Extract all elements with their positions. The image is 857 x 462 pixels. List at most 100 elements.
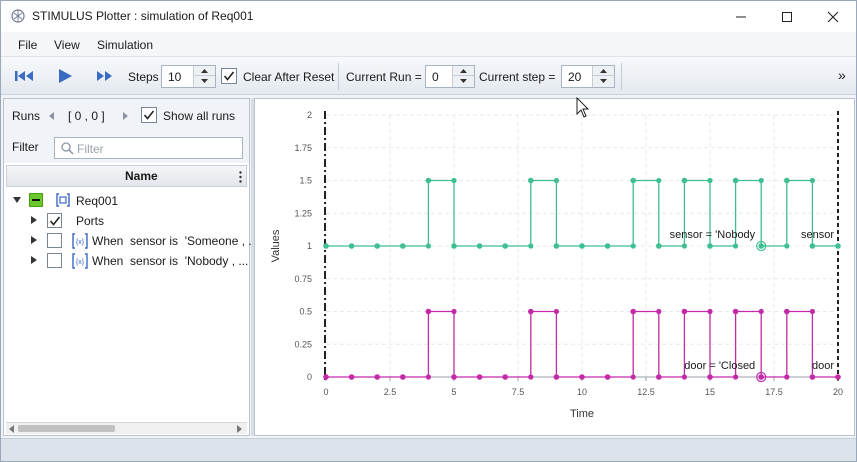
- current-run-value[interactable]: 0: [432, 70, 439, 84]
- current-step-stepper-buttons[interactable]: [592, 66, 614, 87]
- play-icon[interactable]: [57, 68, 73, 84]
- when-nobody-checkbox[interactable]: [47, 253, 62, 268]
- current-step-stepper[interactable]: 20: [561, 65, 615, 88]
- data-point-sensor: [835, 243, 841, 249]
- runs-tree-panel: Runs [ 0 , 0 ] Show all runs Filter Filt…: [3, 98, 255, 436]
- checkmark-icon: [49, 216, 60, 226]
- close-button[interactable]: [810, 1, 856, 32]
- tree-label-root: Req001: [76, 194, 119, 208]
- show-all-runs-checkbox[interactable]: [141, 107, 157, 123]
- data-point-sensor: [732, 177, 739, 184]
- data-point-door: [707, 374, 713, 380]
- partial-check-icon[interactable]: [29, 193, 43, 207]
- toolbar-overflow-button[interactable]: »: [838, 67, 846, 83]
- x-tick-label: 12.5: [637, 387, 655, 397]
- tree-row-when-someone[interactable]: {x} When sensor is 'Someone , ..: [4, 231, 255, 251]
- x-axis-label: Time: [570, 408, 594, 420]
- data-point-door: [348, 374, 355, 380]
- chevron-down-icon[interactable]: [593, 76, 614, 86]
- window-title: STIMULUS Plotter : simulation of Req001: [32, 9, 254, 23]
- column-menu-icon[interactable]: [239, 171, 242, 183]
- show-all-runs-label[interactable]: Show all runs: [163, 109, 236, 123]
- tree-row-when-nobody[interactable]: {x} When sensor is 'Nobody , ...: [4, 251, 249, 271]
- name-column-header[interactable]: Name: [6, 165, 247, 187]
- chart-annotations: sensor = 'Nobody sensor door = 'Closed door: [670, 229, 835, 372]
- chevron-up-icon[interactable]: [593, 66, 614, 76]
- data-point-door: [630, 308, 636, 315]
- data-point-door: [732, 308, 739, 315]
- steps-stepper-buttons[interactable]: [193, 66, 215, 87]
- data-point-door: [425, 374, 431, 380]
- current-run-stepper-buttons[interactable]: [452, 66, 474, 87]
- data-point-door: [656, 374, 662, 380]
- scrollbar-thumb[interactable]: [18, 425, 115, 432]
- current-run-label: Current Run =: [346, 70, 422, 84]
- checkmark-icon: [223, 71, 235, 81]
- clear-after-reset-label[interactable]: Clear After Reset: [243, 70, 335, 84]
- y-tick-label: 2: [307, 110, 312, 120]
- data-point-door: [758, 374, 764, 380]
- chart-annotation: door: [812, 360, 834, 372]
- data-point-sensor: [323, 243, 329, 249]
- tree-row-root[interactable]: Req001: [4, 191, 247, 211]
- horizontal-scrollbar[interactable]: [6, 422, 247, 434]
- menu-simulation[interactable]: Simulation: [97, 38, 154, 52]
- data-point-door: [656, 308, 662, 315]
- tree-label-when-someone: When sensor is 'Someone , ..: [92, 234, 256, 248]
- data-point-sensor: [707, 177, 713, 184]
- data-point-sensor: [528, 243, 534, 249]
- data-point-sensor: [784, 243, 790, 249]
- y-tick-label: 1: [307, 241, 312, 251]
- expand-right-icon[interactable]: [31, 216, 37, 224]
- expand-down-icon[interactable]: [13, 197, 21, 204]
- tree-row-ports[interactable]: Ports: [4, 211, 247, 231]
- steps-stepper[interactable]: 10: [161, 65, 216, 88]
- scroll-left-icon[interactable]: [9, 425, 14, 433]
- panel-splitter[interactable]: [251, 98, 254, 436]
- signal-chart[interactable]: 0 2.5 5 7.5 10 12.5 15 17.5 20 0 0.25 0.5 0.75 1 1.25 1…: [255, 99, 854, 435]
- chevron-right-icon[interactable]: [123, 112, 128, 120]
- tree-label-ports: Ports: [76, 214, 105, 228]
- x-tick-label: 10: [577, 387, 587, 397]
- steps-value[interactable]: 10: [168, 70, 182, 84]
- minimize-button[interactable]: [718, 1, 764, 32]
- expand-right-icon[interactable]: [31, 256, 37, 264]
- chevron-up-icon[interactable]: [194, 66, 215, 76]
- data-point-sensor: [758, 177, 764, 184]
- data-point-sensor: [630, 243, 636, 249]
- app-logo-icon: [11, 9, 25, 23]
- data-point-sensor: [528, 177, 534, 184]
- maximize-button[interactable]: [764, 1, 810, 32]
- runs-range: [ 0 , 0 ]: [68, 109, 105, 123]
- data-point-sensor: [681, 243, 687, 249]
- chevron-left-icon[interactable]: [49, 112, 54, 120]
- data-point-door: [681, 308, 688, 315]
- data-point-sensor: [374, 243, 380, 249]
- when-someone-checkbox[interactable]: [47, 233, 62, 248]
- ports-checkbox[interactable]: [47, 213, 62, 228]
- scroll-right-icon[interactable]: [237, 425, 242, 433]
- expand-right-icon[interactable]: [31, 236, 37, 244]
- chevron-down-icon[interactable]: [194, 76, 215, 86]
- cursor-marker-sensor: [756, 240, 767, 252]
- clear-after-reset-checkbox[interactable]: [221, 68, 237, 84]
- tree-label-when-nobody: When sensor is 'Nobody , ...: [92, 254, 249, 268]
- minimize-icon: [736, 16, 746, 17]
- chevron-up-icon[interactable]: [453, 66, 474, 76]
- data-point-door: [784, 308, 790, 315]
- menu-file[interactable]: File: [18, 38, 38, 52]
- current-run-stepper[interactable]: 0: [425, 65, 475, 88]
- menu-view[interactable]: View: [54, 38, 80, 52]
- data-point-sensor: [348, 243, 355, 249]
- plot-panel: 0 2.5 5 7.5 10 12.5 15 17.5 20 0 0.25 0.5 0.75 1 1.25 1…: [254, 97, 855, 436]
- fast-forward-icon[interactable]: [94, 68, 116, 84]
- rewind-icon[interactable]: [14, 68, 36, 84]
- current-step-value[interactable]: 20: [568, 70, 582, 84]
- data-point-sensor: [451, 177, 457, 184]
- data-point-sensor: [502, 243, 508, 249]
- data-point-door: [528, 308, 534, 315]
- filter-input[interactable]: Filter: [54, 137, 243, 159]
- chevron-down-icon[interactable]: [453, 76, 474, 86]
- data-point-sensor: [733, 243, 739, 249]
- data-point-door: [733, 374, 739, 380]
